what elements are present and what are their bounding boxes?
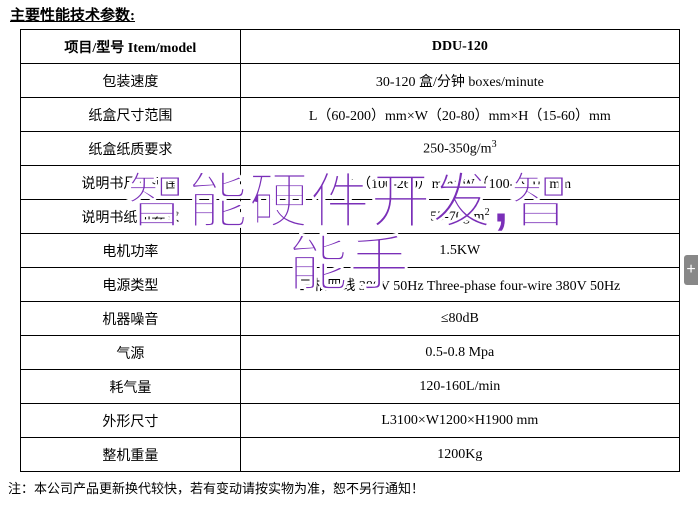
spec-label: 说明书尺寸范围 xyxy=(21,166,241,200)
table-row: 纸盒尺寸范围L（60-200）mm×W（20-80）mm×H（15-60）mm xyxy=(21,98,680,132)
table-row: 气源0.5-0.8 Mpa xyxy=(21,336,680,370)
spec-value: 30-120 盒/分钟 boxes/minute xyxy=(240,64,679,98)
spec-value: L3100×W1200×H1900 mm xyxy=(240,404,679,438)
header-model-value: DDU-120 xyxy=(240,30,679,64)
spec-value: 三相四线 380V 50Hz Three-phase four-wire 380… xyxy=(240,268,679,302)
spec-value-unit-sup: 3 xyxy=(492,139,497,150)
spec-table-body: 包装速度30-120 盒/分钟 boxes/minute纸盒尺寸范围L（60-2… xyxy=(21,64,680,472)
spec-value: 120-160L/min xyxy=(240,370,679,404)
spec-table: 项目/型号 Item/model DDU-120 包装速度30-120 盒/分钟… xyxy=(20,29,680,472)
table-row: 纸盒纸质要求250-350g/m3 xyxy=(21,132,680,166)
table-row: 外形尺寸L3100×W1200×H1900 mm xyxy=(21,404,680,438)
spec-label: 纸盒尺寸范围 xyxy=(21,98,241,132)
table-row: 电机功率1.5KW xyxy=(21,234,680,268)
footnote: 注：本公司产品更新换代较快，若有变动请按实物为准，恕不另行通知！ xyxy=(8,478,690,497)
table-row: 整机重量1200Kg xyxy=(21,438,680,472)
spec-value-unit-sup: 2 xyxy=(485,207,490,218)
spec-label: 气源 xyxy=(21,336,241,370)
spec-label: 电机功率 xyxy=(21,234,241,268)
spec-label: 纸盒纸质要求 xyxy=(21,132,241,166)
next-page-button[interactable]: + xyxy=(684,255,698,285)
table-row: 电源类型三相四线 380V 50Hz Three-phase four-wire… xyxy=(21,268,680,302)
spec-value: 55-70g/m2 xyxy=(240,200,679,234)
header-item-model: 项目/型号 Item/model xyxy=(21,30,241,64)
spec-value: L（100-260）mm×W（100-190）mm xyxy=(240,166,679,200)
spec-value: 250-350g/m3 xyxy=(240,132,679,166)
table-row: 包装速度30-120 盒/分钟 boxes/minute xyxy=(21,64,680,98)
spec-value: ≤80dB xyxy=(240,302,679,336)
spec-label: 耗气量 xyxy=(21,370,241,404)
spec-value: 1.5KW xyxy=(240,234,679,268)
table-row: 耗气量120-160L/min xyxy=(21,370,680,404)
table-row: 说明书尺寸范围L（100-260）mm×W（100-190）mm xyxy=(21,166,680,200)
table-header-row: 项目/型号 Item/model DDU-120 xyxy=(21,30,680,64)
section-title: 主要性能技术参数: xyxy=(10,4,690,25)
table-row: 说明书纸质要求55-70g/m2 xyxy=(21,200,680,234)
spec-label: 机器噪音 xyxy=(21,302,241,336)
spec-value: L（60-200）mm×W（20-80）mm×H（15-60）mm xyxy=(240,98,679,132)
table-row: 机器噪音≤80dB xyxy=(21,302,680,336)
spec-label: 整机重量 xyxy=(21,438,241,472)
spec-label: 说明书纸质要求 xyxy=(21,200,241,234)
spec-value: 1200Kg xyxy=(240,438,679,472)
spec-value: 0.5-0.8 Mpa xyxy=(240,336,679,370)
spec-label: 外形尺寸 xyxy=(21,404,241,438)
spec-label: 包装速度 xyxy=(21,64,241,98)
spec-label: 电源类型 xyxy=(21,268,241,302)
